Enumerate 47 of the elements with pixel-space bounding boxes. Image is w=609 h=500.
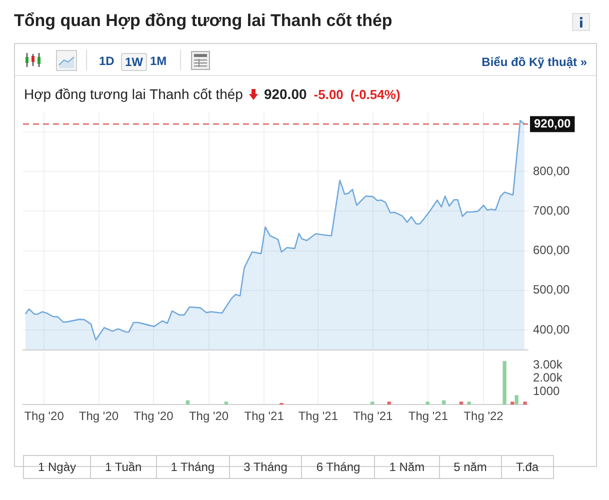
text: 3 Tháng [228,456,302,478]
bar [387,402,391,405]
y-tick-label: 800,00 [533,164,570,178]
y-tick-label: 500,00 [533,282,570,297]
bar [426,402,430,405]
bar [514,395,518,405]
text: 1W [121,53,147,71]
bar [459,402,464,405]
text: 6 Tháng [301,456,374,478]
bar [224,402,228,405]
x-tick-label: Thg '20 [24,409,64,424]
chart-title: Tổng quan Hợp đồng tương lai Thanh cốt thép [14,11,392,31]
text: 920.00 [264,86,307,102]
text: (-0.54%) [350,86,400,102]
ref-line-label: 920,00 [534,116,572,130]
bar [370,402,374,405]
x-tick-label: Thg '21 [408,409,448,424]
chart-subtitle: Hợp đồng tương lai Thanh cốt thép [24,86,243,102]
bar [510,402,514,405]
y-tick-label: 700,00 [533,204,570,218]
text: 1 Năm [374,456,439,478]
text: 1M [149,53,168,69]
bar [186,400,190,405]
x-tick-label: Thg '20 [78,409,119,424]
text: 1D [98,53,116,69]
y-tick-label: 1000 [533,384,560,398]
x-tick-label: Thg '21 [353,409,394,424]
bar [442,400,446,405]
y-tick-label: 600,00 [533,243,570,258]
y-tick-label: 2.00k [533,370,564,385]
bar [467,402,471,405]
x-tick-label: Thg '21 [244,409,284,424]
x-tick-label: Thg '21 [298,409,338,424]
text: 1 Ngày [37,459,78,476]
bar [523,402,527,405]
x-tick-label: Thg '20 [188,409,229,424]
y-tick-label: 400,00 [533,322,570,336]
text: 1 Tháng [156,456,229,478]
bar [502,361,506,405]
x-tick-label: Thg '22 [464,409,504,424]
text: T.đa [500,456,553,478]
text: Biểu đồ Kỹ thuật » [482,55,587,69]
text: 1 Tuần [90,456,156,478]
text: -5.00 [314,86,344,102]
x-tick-label: Thg '20 [134,409,174,424]
y-tick-label: 3.00k [533,358,564,372]
text: 5 năm [438,456,501,478]
